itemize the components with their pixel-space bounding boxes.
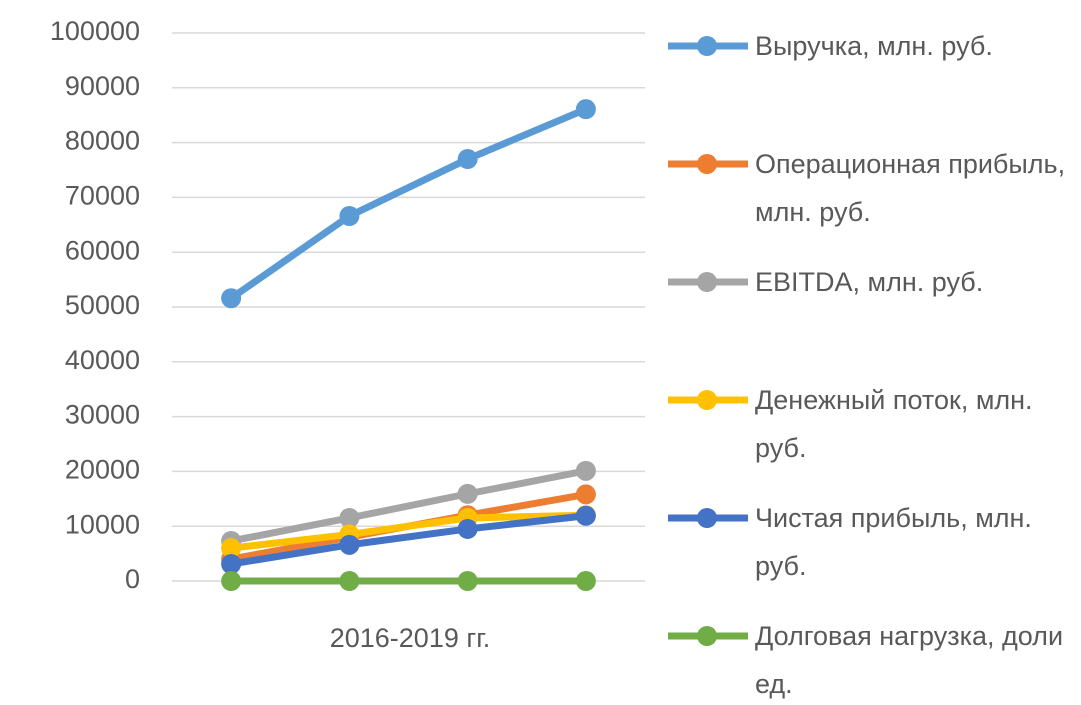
point (575, 571, 596, 591)
point (339, 507, 360, 528)
legend-label: Операционная прибыль, млн. руб. (755, 149, 1066, 227)
y-tick-label: 40000 (65, 345, 140, 375)
y-tick-label: 90000 (65, 71, 140, 101)
legend-swatch-marker (697, 36, 717, 56)
y-tick-label: 80000 (65, 126, 140, 156)
point (339, 571, 360, 591)
series-line (227, 105, 590, 302)
legend-label: Чистая прибыль, млн. руб. (755, 503, 1032, 581)
y-tick-label: 20000 (65, 455, 140, 485)
series-line (227, 512, 590, 568)
point (575, 484, 596, 505)
point (457, 483, 478, 504)
point (339, 206, 360, 227)
series-line (227, 511, 590, 552)
legend-swatch-marker (697, 390, 717, 410)
point (457, 149, 478, 170)
y-tick-label: 70000 (65, 181, 140, 211)
legend-label: Денежный поток, млн. руб. (755, 385, 1033, 463)
point (575, 99, 596, 120)
point (575, 460, 596, 481)
point (575, 505, 596, 526)
y-tick-label: 10000 (65, 509, 140, 539)
point (339, 534, 360, 555)
point (457, 571, 478, 591)
point (221, 554, 242, 575)
point (221, 571, 242, 591)
legend-label: Выручка, млн. руб. (755, 31, 993, 61)
series-line (227, 467, 590, 545)
legend-swatch-marker (697, 272, 717, 292)
y-tick-label: 60000 (65, 235, 140, 265)
legend-swatch-marker (697, 508, 717, 528)
legend-label: EBITDA, млн. руб. (755, 267, 984, 297)
y-tick-label: 100000 (50, 16, 140, 46)
x-axis-label: 2016-2019 гг. (330, 623, 491, 653)
point (457, 518, 478, 539)
point (221, 538, 242, 559)
y-tick-label: 30000 (65, 400, 140, 430)
legend-swatch-marker (697, 154, 717, 174)
y-tick-label: 0 (125, 564, 140, 594)
y-tick-label: 50000 (65, 290, 140, 320)
legend-swatch-marker (697, 626, 717, 646)
legend-label: Долговая нагрузка, доли ед. (755, 621, 1064, 699)
point (221, 288, 242, 309)
